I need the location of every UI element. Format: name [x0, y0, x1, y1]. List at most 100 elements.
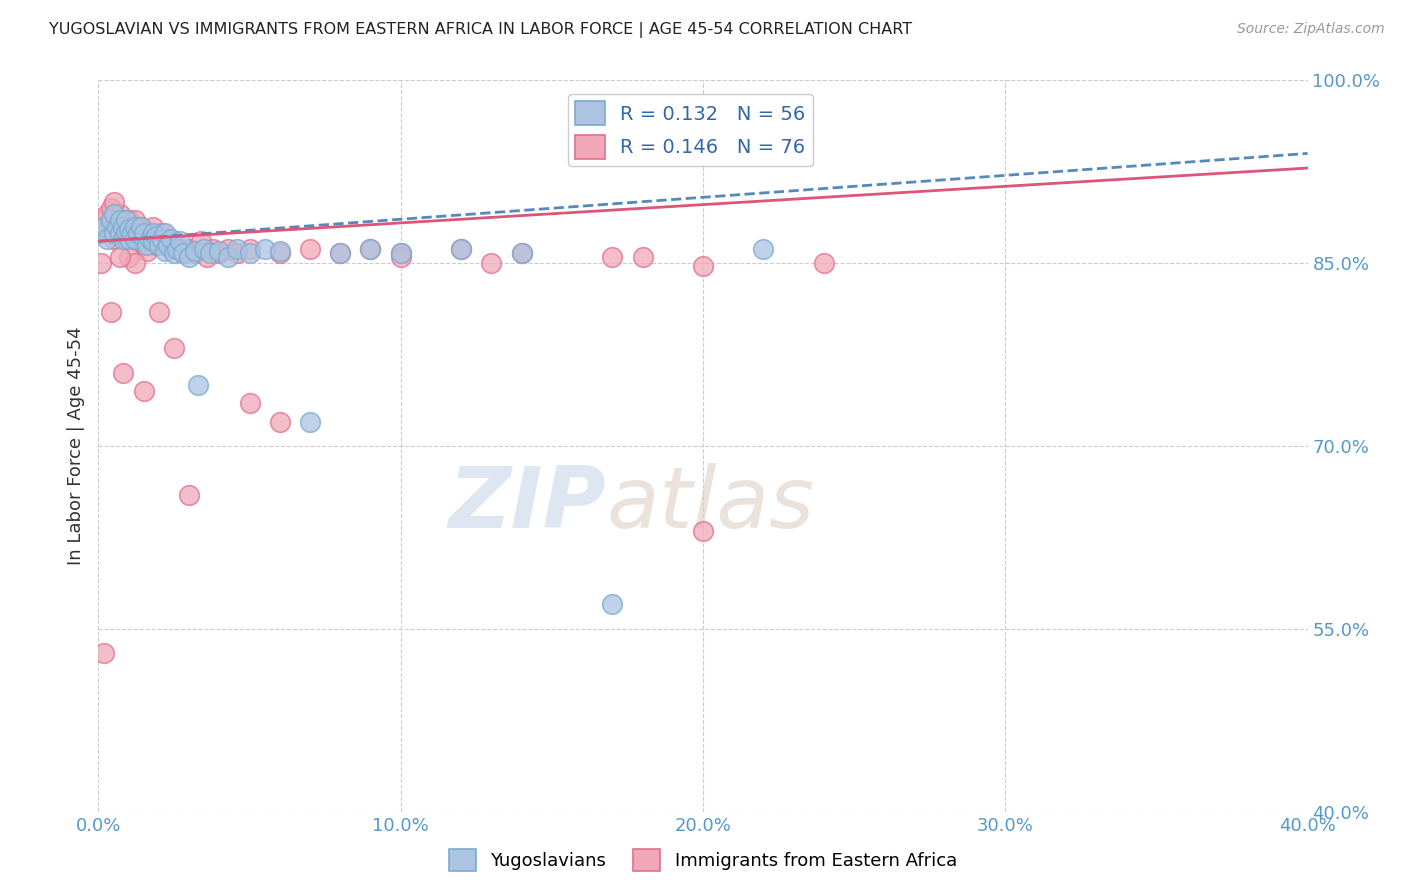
Point	[93, 219, 115, 234]
Point	[226, 242, 249, 256]
Point	[108, 207, 131, 221]
Point	[150, 232, 173, 246]
Point	[208, 244, 231, 258]
Point	[481, 256, 503, 270]
Point	[184, 244, 207, 258]
Point	[90, 256, 112, 270]
Point	[156, 232, 179, 246]
Point	[103, 226, 125, 240]
Point	[124, 232, 146, 246]
Point	[108, 213, 131, 227]
Point	[160, 242, 183, 256]
Point	[103, 207, 125, 221]
Point	[108, 226, 131, 240]
Point	[103, 232, 125, 246]
Point	[90, 219, 112, 234]
Point	[208, 246, 231, 260]
Point	[114, 213, 136, 227]
Point	[150, 226, 173, 240]
Point	[239, 246, 262, 260]
Point	[100, 213, 122, 227]
Point	[145, 229, 167, 244]
Point	[148, 305, 170, 319]
Point	[195, 250, 218, 264]
Point	[118, 213, 141, 227]
Point	[96, 232, 118, 246]
Point	[103, 195, 125, 210]
Point	[172, 246, 194, 260]
Point	[153, 226, 176, 240]
Point	[389, 246, 412, 260]
Point	[118, 222, 141, 236]
Point	[510, 246, 533, 260]
Text: YUGOSLAVIAN VS IMMIGRANTS FROM EASTERN AFRICA IN LABOR FORCE | AGE 45-54 CORRELA: YUGOSLAVIAN VS IMMIGRANTS FROM EASTERN A…	[49, 22, 912, 38]
Point	[108, 226, 131, 240]
Text: ZIP: ZIP	[449, 463, 606, 546]
Point	[111, 366, 134, 380]
Point	[111, 219, 134, 234]
Point	[132, 226, 155, 240]
Point	[166, 242, 188, 256]
Point	[163, 246, 186, 260]
Point	[100, 226, 122, 240]
Point	[153, 244, 176, 258]
Point	[132, 238, 155, 252]
Point	[200, 246, 222, 260]
Point	[132, 384, 155, 399]
Point	[118, 250, 141, 264]
Point	[100, 305, 122, 319]
Point	[179, 488, 201, 502]
Point	[114, 232, 136, 246]
Text: atlas: atlas	[606, 463, 814, 546]
Point	[142, 232, 165, 246]
Y-axis label: In Labor Force | Age 45-54: In Labor Force | Age 45-54	[66, 326, 84, 566]
Point	[121, 219, 143, 234]
Point	[187, 378, 209, 392]
Point	[163, 342, 186, 356]
Point	[93, 213, 115, 227]
Point	[179, 250, 201, 264]
Point	[269, 246, 291, 260]
Point	[692, 259, 714, 273]
Point	[121, 226, 143, 240]
Point	[118, 232, 141, 246]
Point	[90, 226, 112, 240]
Text: Source: ZipAtlas.com: Source: ZipAtlas.com	[1237, 22, 1385, 37]
Point	[111, 226, 134, 240]
Point	[752, 242, 775, 256]
Point	[269, 415, 291, 429]
Point	[217, 250, 239, 264]
Point	[93, 646, 115, 660]
Point	[105, 219, 128, 234]
Point	[202, 242, 225, 256]
Point	[127, 234, 149, 248]
Point	[360, 242, 382, 256]
Point	[172, 246, 194, 260]
Point	[108, 250, 131, 264]
Point	[129, 219, 152, 234]
Point	[139, 229, 162, 244]
Point	[135, 226, 157, 240]
Point	[132, 232, 155, 246]
Point	[96, 207, 118, 221]
Point	[226, 246, 249, 260]
Point	[132, 226, 155, 240]
Point	[103, 219, 125, 234]
Point	[360, 242, 382, 256]
Point	[148, 232, 170, 246]
Point	[100, 201, 122, 215]
Point	[190, 234, 212, 248]
Point	[105, 213, 128, 227]
Point	[269, 244, 291, 258]
Point	[111, 232, 134, 246]
Point	[166, 242, 188, 256]
Point	[193, 242, 215, 256]
Point	[142, 226, 165, 240]
Point	[127, 226, 149, 240]
Point	[813, 256, 835, 270]
Point	[299, 415, 322, 429]
Point	[156, 238, 179, 252]
Point	[148, 238, 170, 252]
Point	[184, 246, 207, 260]
Point	[239, 396, 262, 410]
